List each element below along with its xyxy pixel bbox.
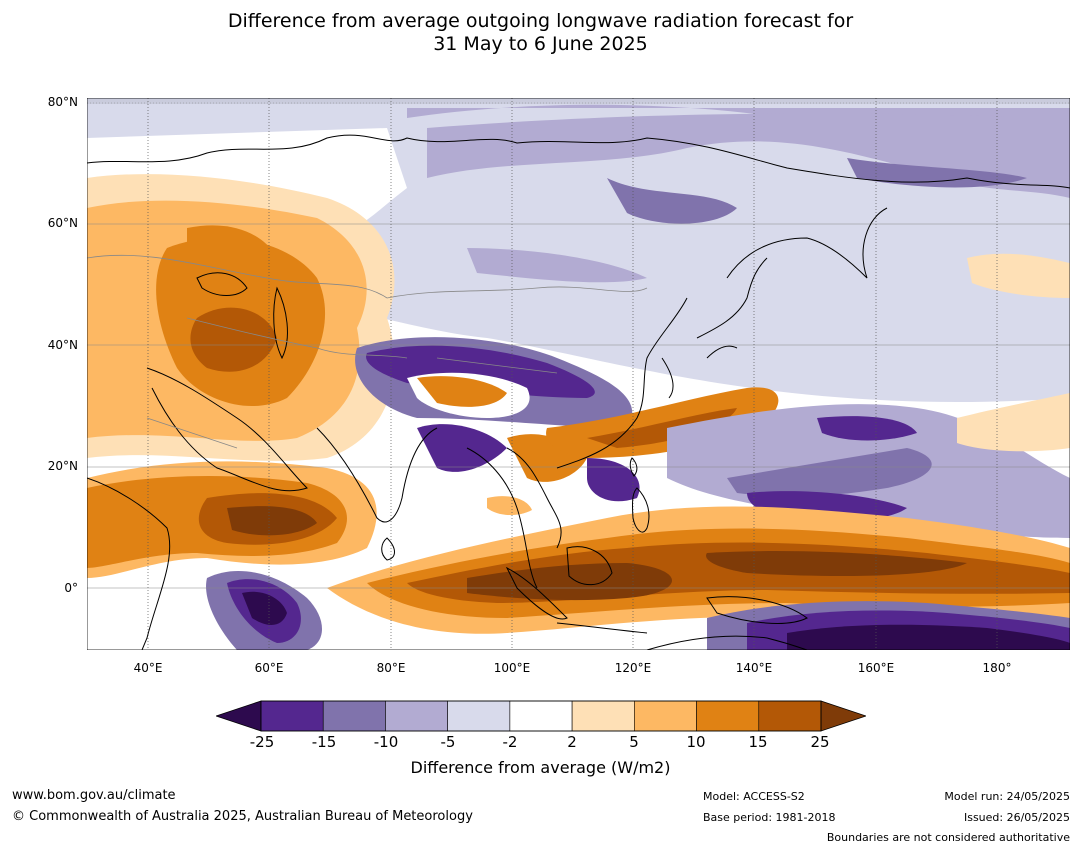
colorbar-tick: -25: [249, 733, 275, 751]
website-link[interactable]: www.bom.gov.au/climate: [12, 788, 176, 803]
colorbar-tick: 10: [686, 733, 706, 751]
colorbar-tick: 2: [567, 733, 577, 751]
lon-label-120e: 120°E: [614, 661, 652, 675]
colorbar-tick: 25: [810, 733, 830, 751]
positive-anomaly-west-asia: [87, 174, 395, 461]
colorbar-bin: [447, 700, 511, 732]
colorbar-bin: [696, 700, 760, 732]
lat-label-40n: 40°N: [47, 338, 78, 352]
lon-label-40e: 40°E: [133, 661, 163, 675]
colorbar-tick: -2: [502, 733, 518, 751]
lat-label-20n: 20°N: [47, 459, 78, 473]
longitude-gridlines: [147, 98, 998, 650]
boundary-disclaimer: Boundaries are not considered authoritat…: [826, 831, 1070, 844]
issued-date: Issued: 26/05/2025: [963, 811, 1070, 824]
negative-anomaly-southwest-indian-ocean: [206, 570, 322, 650]
country-borders: [87, 254, 648, 449]
colorbar: [216, 700, 866, 732]
lon-label-100e: 100°E: [493, 661, 531, 675]
lon-label-180: 180°: [982, 661, 1012, 675]
lon-label-140e: 140°E: [735, 661, 773, 675]
colorbar-bin: [322, 700, 386, 732]
title-line-2: 31 May to 6 June 2025: [433, 33, 648, 55]
colorbar-bin: [634, 700, 697, 732]
colorbar-bin: [571, 700, 635, 732]
negative-anomaly-southwest-pacific: [707, 601, 1070, 650]
copyright-text: © Commonwealth of Australia 2025, Austra…: [12, 809, 473, 824]
model-run-date: Model run: 24/05/2025: [944, 790, 1070, 803]
colorbar-tick: 15: [748, 733, 768, 751]
colorbar-tick: -10: [373, 733, 399, 751]
colorbar-bin: [260, 700, 324, 732]
colorbar-tick: -5: [440, 733, 456, 751]
lon-label-80e: 80°E: [376, 661, 406, 675]
negative-anomaly-north-asia: [407, 104, 1070, 283]
colorbar-tick: -15: [311, 733, 337, 751]
colorbar-bin: [509, 700, 573, 732]
positive-anomaly-indian-ocean: [87, 461, 377, 578]
colorbar-tick: 5: [629, 733, 639, 751]
colorbar-bin: [385, 700, 448, 732]
lat-label-0: 0°: [64, 581, 78, 595]
olr-anomaly-map: [87, 98, 1070, 650]
latitude-gridlines: [87, 102, 1070, 589]
colorbar-extend-low: [216, 700, 262, 732]
lon-label-60e: 60°E: [254, 661, 284, 675]
title-line-1: Difference from average outgoing longwav…: [227, 10, 854, 32]
coastlines: [87, 134, 1070, 650]
colorbar-title: Difference from average (W/m2): [410, 758, 671, 777]
model-name: Model: ACCESS-S2: [703, 790, 805, 803]
lat-label-80n: 80°N: [47, 95, 78, 109]
colorbar-extend-high: [820, 700, 866, 732]
map-title: Difference from average outgoing longwav…: [0, 10, 1081, 56]
colorbar-bin: [758, 700, 822, 732]
base-period: Base period: 1981-2018: [703, 811, 836, 824]
lon-label-160e: 160°E: [857, 661, 895, 675]
lat-label-60n: 60°N: [47, 216, 78, 230]
